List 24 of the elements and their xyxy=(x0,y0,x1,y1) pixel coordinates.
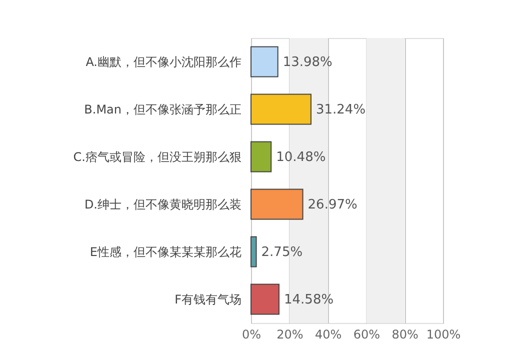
data-label: 26.97% xyxy=(308,197,358,212)
y-tick-label: D.绅士，但不像黄晓明那么装 xyxy=(84,197,242,212)
data-label: 2.75% xyxy=(261,244,303,260)
data-label: 31.24% xyxy=(316,102,366,118)
y-tick-label: A.幽默，但不像小沈阳那么作 xyxy=(86,54,242,69)
bar xyxy=(250,188,304,220)
data-label: 10.48% xyxy=(276,150,326,165)
bar xyxy=(250,46,278,78)
x-tick-label: 80% xyxy=(392,328,418,342)
data-label: 13.98% xyxy=(282,54,332,70)
x-tick-label: 60% xyxy=(353,328,380,342)
y-tick-label: E性感，但不像某某某那么花 xyxy=(90,244,242,259)
bar xyxy=(250,94,312,125)
data-label: 14.58% xyxy=(284,292,334,308)
y-tick-label: F有钱有气场 xyxy=(174,292,242,306)
x-tick-label: 40% xyxy=(314,328,342,342)
bar xyxy=(250,284,280,315)
y-tick-label: C.痞气或冒险，但没王朔那么狠 xyxy=(73,150,242,164)
y-tick-label: B.Man，但不像张涵予那么正 xyxy=(84,102,242,116)
bar xyxy=(250,236,257,268)
x-tick-label: 0% xyxy=(242,328,262,342)
x-tick-label: 20% xyxy=(276,328,304,342)
bar xyxy=(250,141,272,172)
x-tick-label: 100% xyxy=(426,328,461,342)
